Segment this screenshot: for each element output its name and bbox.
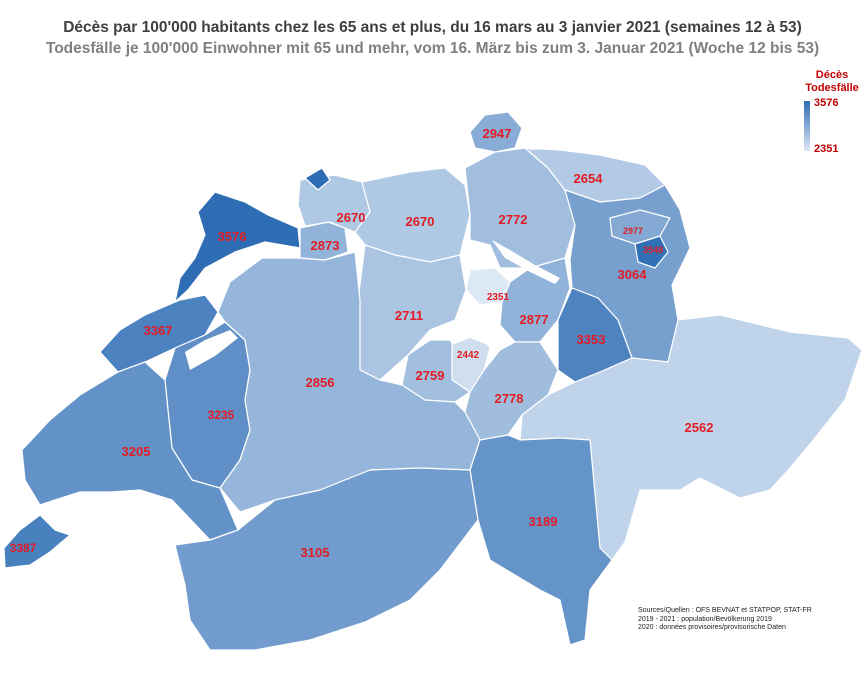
legend-title-fr: Décès xyxy=(815,69,849,81)
map-title-fr: Décès par 100'000 habitants chez les 65 … xyxy=(63,19,802,36)
map-title-de: Todesfälle je 100'000 Einwohner mit 65 u… xyxy=(45,40,820,57)
label-fribourg: 3235 xyxy=(208,408,235,422)
label-zug: 2351 xyxy=(487,292,510,303)
sources-note: Sources/Quellen : OFS BEVNAT et STATPOP,… xyxy=(638,607,812,633)
label-ticino: 3189 xyxy=(529,514,558,529)
label-basel-land: 2873 xyxy=(311,238,340,253)
label-schwyz: 2877 xyxy=(520,312,549,327)
region-vaud-south xyxy=(21,361,239,541)
region-basel-stadt xyxy=(304,167,331,191)
label-vaud-north: 3367 xyxy=(144,323,173,338)
label-glarus: 3353 xyxy=(577,332,606,347)
label-st-gallen: 3064 xyxy=(618,267,648,282)
label-solothurn: 2670 xyxy=(337,210,366,225)
legend-title: Décès Todesfälle xyxy=(797,69,865,95)
sources-line-1: Sources/Quellen : OFS BEVNAT et STATPOP,… xyxy=(638,607,812,614)
label-nidwalden: 2442 xyxy=(457,350,480,361)
label-thurgau: 2654 xyxy=(574,171,604,186)
region-geneve xyxy=(3,514,71,569)
region-ticino xyxy=(469,434,613,646)
legend-max-value: 3576 xyxy=(814,97,839,109)
lakes xyxy=(60,135,600,520)
label-jura: 3576 xyxy=(218,229,247,244)
region-schaffhausen xyxy=(469,111,523,153)
label-bern: 2856 xyxy=(306,375,335,390)
label-obwalden: 2759 xyxy=(416,368,445,383)
label-schaffhausen: 2947 xyxy=(483,126,512,141)
label-vaud-south: 3205 xyxy=(122,444,151,459)
label-aargau: 2670 xyxy=(406,214,435,229)
lake-lucerne xyxy=(445,322,495,345)
lake-neuchatel xyxy=(185,330,238,370)
legend-color-scale xyxy=(804,101,810,151)
legend-min-value: 2351 xyxy=(814,143,839,155)
lake-geneva xyxy=(60,498,165,520)
label-luzern: 2711 xyxy=(395,308,423,323)
region-appenzell-ir xyxy=(634,235,669,269)
label-uri: 2778 xyxy=(495,391,524,406)
label-appenzell-ar: 2977 xyxy=(623,226,643,236)
sources-line-3: 2020 : données provisoires/provisorische… xyxy=(638,624,786,631)
sources-line-2: 2019 - 2021 : population/Bevölkerung 201… xyxy=(638,615,772,623)
lake-zurich xyxy=(492,240,560,284)
label-valais: 3105 xyxy=(301,545,330,560)
label-appenzell-ir: 3548 xyxy=(643,245,663,255)
legend-title-de: Todesfälle xyxy=(805,82,859,94)
region-jura xyxy=(174,191,301,303)
label-graubunden: 2562 xyxy=(685,420,714,435)
lake-constance xyxy=(525,135,600,150)
label-geneve: 3387 xyxy=(10,541,37,555)
region-valais xyxy=(174,467,479,651)
label-zurich: 2772 xyxy=(499,212,528,227)
